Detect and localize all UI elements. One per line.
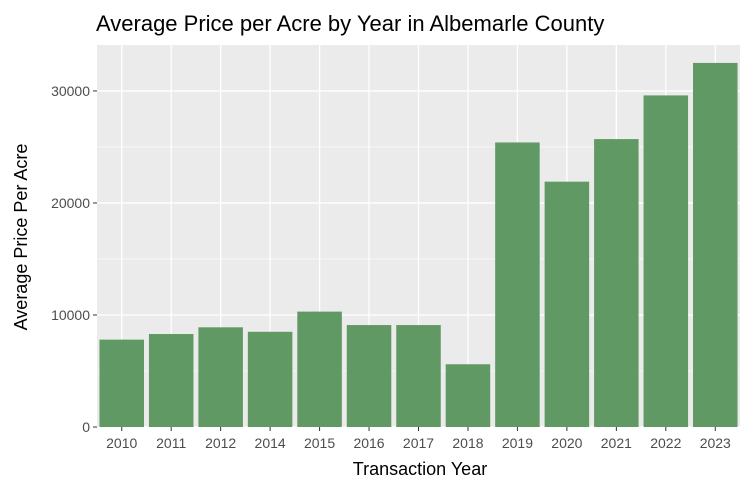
x-tick-label: 2014 <box>255 435 286 451</box>
bar-2018 <box>445 364 491 427</box>
x-tick-label: 2023 <box>700 435 731 451</box>
bar-2015 <box>297 311 342 427</box>
x-tick-label: 2022 <box>650 435 681 451</box>
y-axis-title: Average Price Per Acre <box>11 144 31 331</box>
bar-2016 <box>346 325 392 427</box>
y-tick-label: 30000 <box>51 83 90 99</box>
bar-2012 <box>198 327 243 427</box>
x-tick-label: 2018 <box>452 435 483 451</box>
bar-2011 <box>148 334 194 427</box>
bar-2023 <box>693 62 738 427</box>
bars <box>99 62 738 428</box>
x-tick-label: 2011 <box>156 435 186 451</box>
y-tick-label: 0 <box>82 419 90 435</box>
y-tick-label: 10000 <box>51 307 90 323</box>
bar-2022 <box>643 95 689 428</box>
x-tick-label: 2021 <box>601 435 632 451</box>
bar-2014 <box>247 331 293 427</box>
x-axis-ticks: 2010 2011 2012 2014 2015 2016 2017 2018 2019 2020… <box>106 427 731 451</box>
bar-2020 <box>544 181 590 427</box>
x-axis-title: Transaction Year <box>353 459 487 479</box>
x-tick-label: 2017 <box>403 435 434 451</box>
x-tick-label: 2012 <box>205 435 236 451</box>
y-tick-label: 20000 <box>51 195 90 211</box>
x-tick-label: 2019 <box>502 435 533 451</box>
bar-2010 <box>99 339 144 427</box>
x-tick-label: 2016 <box>353 435 384 451</box>
x-tick-label: 2015 <box>304 435 335 451</box>
x-tick-label: 2010 <box>106 435 137 451</box>
x-tick-label: 2020 <box>551 435 582 451</box>
y-axis-ticks: 0 10000 20000 30000 <box>51 83 97 435</box>
bar-2017 <box>396 325 441 427</box>
chart-title: Average Price per Acre by Year in Albema… <box>96 11 604 36</box>
bar-2021 <box>594 139 639 427</box>
bar-2019 <box>495 142 540 428</box>
